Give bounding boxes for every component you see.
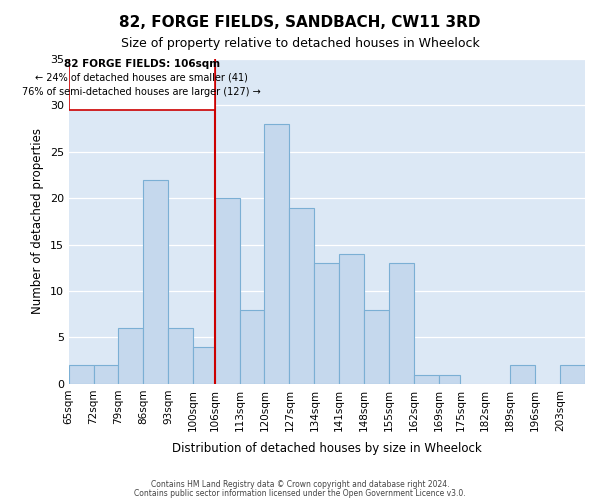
Bar [118,328,143,384]
Text: Contains HM Land Registry data © Crown copyright and database right 2024.: Contains HM Land Registry data © Crown c… [151,480,449,489]
Bar [389,263,414,384]
Bar [169,328,193,384]
Bar [560,366,585,384]
Bar [364,310,389,384]
X-axis label: Distribution of detached houses by size in Wheelock: Distribution of detached houses by size … [172,442,482,455]
Bar [289,208,314,384]
Bar [510,366,535,384]
Bar [414,374,439,384]
Text: 76% of semi-detached houses are larger (127) →: 76% of semi-detached houses are larger (… [22,87,261,97]
Bar [239,310,265,384]
Y-axis label: Number of detached properties: Number of detached properties [31,128,44,314]
FancyBboxPatch shape [68,54,215,110]
Bar [94,366,118,384]
Bar [143,180,169,384]
Bar [339,254,364,384]
Text: ← 24% of detached houses are smaller (41): ← 24% of detached houses are smaller (41… [35,73,248,83]
Bar [314,263,339,384]
Bar [215,198,239,384]
Bar [193,347,215,384]
Text: 82, FORGE FIELDS, SANDBACH, CW11 3RD: 82, FORGE FIELDS, SANDBACH, CW11 3RD [119,15,481,30]
Text: Contains public sector information licensed under the Open Government Licence v3: Contains public sector information licen… [134,488,466,498]
Bar [68,366,94,384]
Text: Size of property relative to detached houses in Wheelock: Size of property relative to detached ho… [121,38,479,51]
Bar [265,124,289,384]
Bar [439,374,460,384]
Text: 82 FORGE FIELDS: 106sqm: 82 FORGE FIELDS: 106sqm [64,59,220,69]
